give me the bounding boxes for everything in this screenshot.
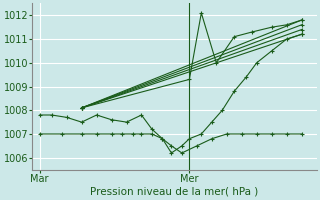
X-axis label: Pression niveau de la mer( hPa ): Pression niveau de la mer( hPa ) bbox=[90, 187, 259, 197]
